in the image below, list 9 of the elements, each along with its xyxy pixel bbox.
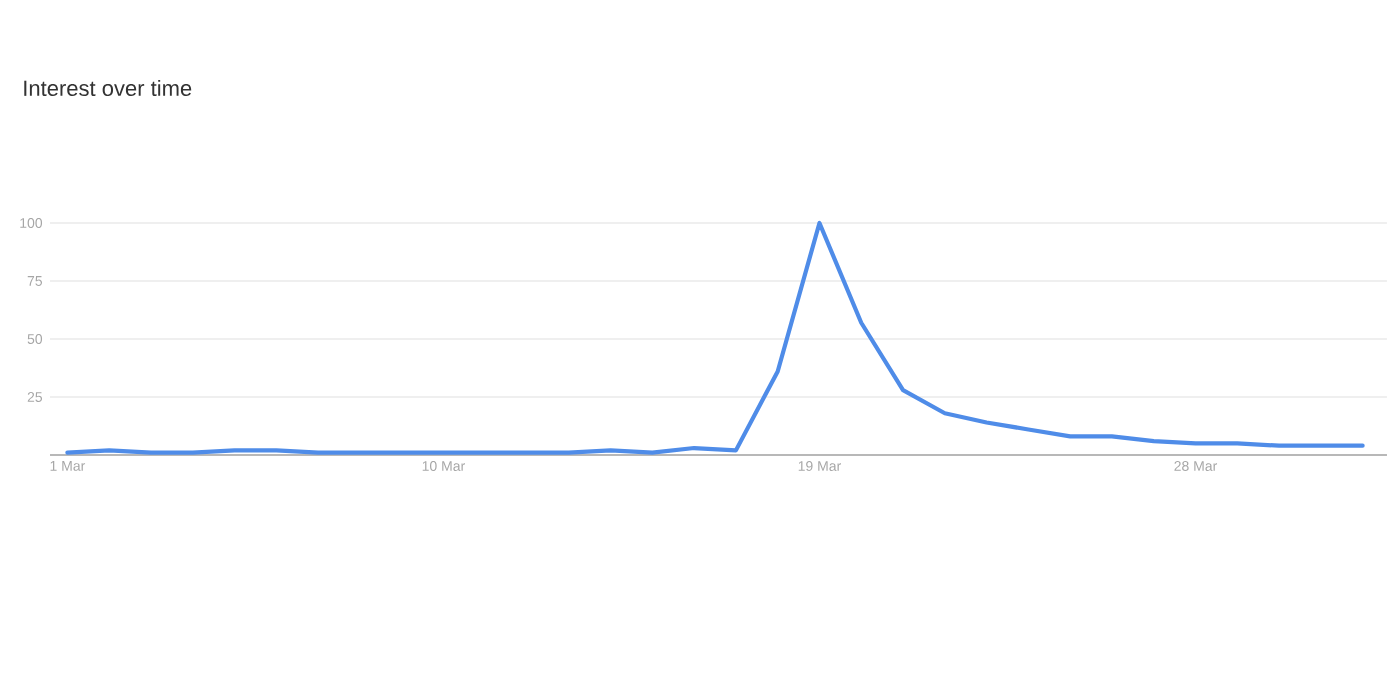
y-tick-label: 75 xyxy=(27,276,43,286)
x-tick-label: 1 Mar xyxy=(50,461,86,471)
x-tick-label: 19 Mar xyxy=(798,461,842,471)
y-tick-label: 25 xyxy=(27,392,43,402)
x-tick-label: 10 Mar xyxy=(422,461,465,471)
y-tick-label: 100 xyxy=(20,218,43,228)
x-tick-label: 28 Mar xyxy=(1174,461,1218,471)
chart-title: Interest over time xyxy=(24,79,192,97)
y-tick-label: 50 xyxy=(27,334,43,344)
